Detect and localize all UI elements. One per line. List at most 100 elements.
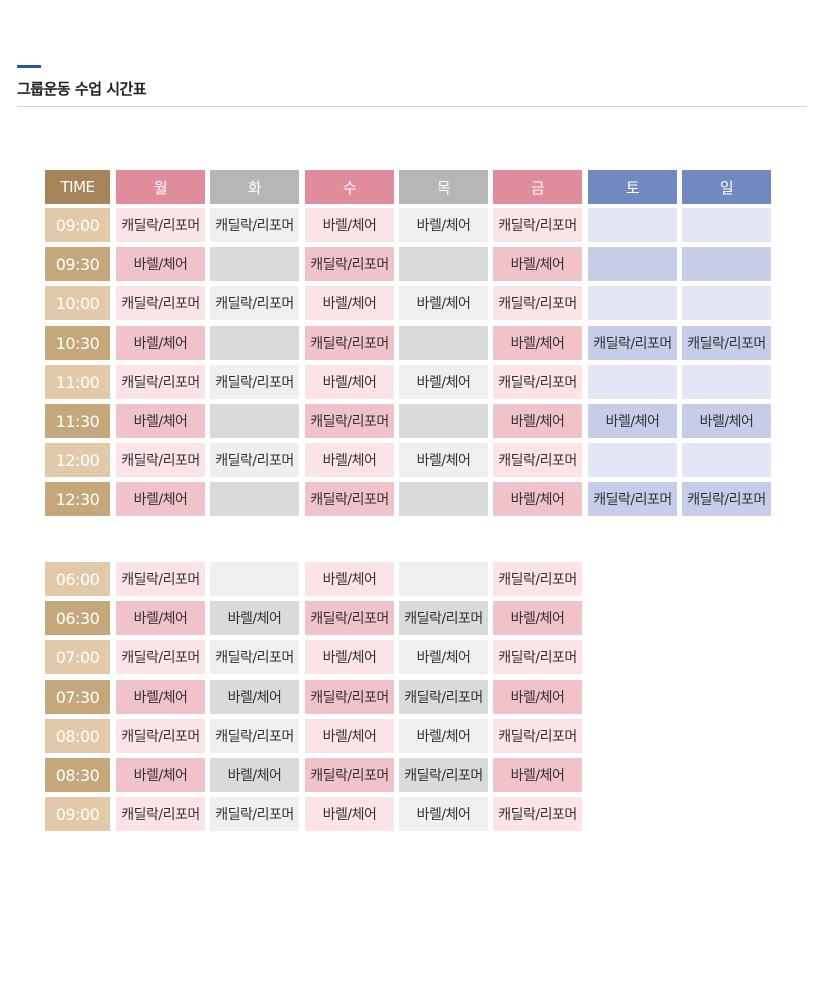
time-slot-row: 10:30 바렐/체어 캐딜락/리포머 바렐/체어 캐딜락/리포머 캐딜락/리포머 bbox=[45, 326, 771, 360]
class-cell: 캐딜락/리포머 bbox=[493, 719, 582, 753]
class-cell: 바렐/체어 bbox=[399, 365, 488, 399]
class-cell: 바렐/체어 bbox=[116, 247, 205, 281]
class-cell: 바렐/체어 bbox=[399, 719, 488, 753]
day-header: 일 bbox=[682, 170, 771, 204]
day-header: 수 bbox=[305, 170, 394, 204]
class-cell: 바렐/체어 bbox=[116, 482, 205, 516]
time-slot-label: 09:30 bbox=[45, 247, 110, 281]
time-slot-label: 06:30 bbox=[45, 601, 110, 635]
empty-class-cell bbox=[210, 482, 299, 516]
class-cell: 바렐/체어 bbox=[116, 404, 205, 438]
class-cell: 바렐/체어 bbox=[399, 640, 488, 674]
time-slot-row: 09:00 캐딜락/리포머 캐딜락/리포머 바렐/체어 바렐/체어 캐딜락/리포머 bbox=[45, 208, 771, 242]
time-slot-label: 08:00 bbox=[45, 719, 110, 753]
class-cell: 바렐/체어 bbox=[399, 208, 488, 242]
empty-class-cell bbox=[682, 247, 771, 281]
time-slot-label: 08:30 bbox=[45, 758, 110, 792]
class-cell: 바렐/체어 bbox=[116, 601, 205, 635]
time-slot-row: 09:00 캐딜락/리포머 캐딜락/리포머 바렐/체어 바렐/체어 캐딜락/리포머 bbox=[45, 797, 771, 831]
class-cell: 캐딜락/리포머 bbox=[493, 640, 582, 674]
class-cell: 바렐/체어 bbox=[210, 758, 299, 792]
empty-class-cell bbox=[682, 443, 771, 477]
empty-class-cell bbox=[210, 404, 299, 438]
time-slot-row: 11:30 바렐/체어 캐딜락/리포머 바렐/체어 바렐/체어 바렐/체어 bbox=[45, 404, 771, 438]
day-header: 월 bbox=[116, 170, 205, 204]
class-cell: 캐딜락/리포머 bbox=[305, 601, 394, 635]
class-cell: 캐딜락/리포머 bbox=[210, 286, 299, 320]
time-slot-row: 10:00 캐딜락/리포머 캐딜락/리포머 바렐/체어 바렐/체어 캐딜락/리포머 bbox=[45, 286, 771, 320]
class-cell: 캐딜락/리포머 bbox=[305, 758, 394, 792]
class-cell: 바렐/체어 bbox=[399, 797, 488, 831]
time-slot-row: 08:30 바렐/체어 바렐/체어 캐딜락/리포머 캐딜락/리포머 바렐/체어 bbox=[45, 758, 771, 792]
class-cell: 캐딜락/리포머 bbox=[116, 286, 205, 320]
class-cell: 바렐/체어 bbox=[682, 404, 771, 438]
class-cell: 바렐/체어 bbox=[305, 208, 394, 242]
class-cell: 바렐/체어 bbox=[116, 326, 205, 360]
time-slot-row: 09:30 바렐/체어 캐딜락/리포머 바렐/체어 bbox=[45, 247, 771, 281]
class-cell: 바렐/체어 bbox=[493, 680, 582, 714]
class-cell: 캐딜락/리포머 bbox=[493, 286, 582, 320]
empty-class-cell bbox=[682, 286, 771, 320]
time-slot-row: 06:30 바렐/체어 바렐/체어 캐딜락/리포머 캐딜락/리포머 바렐/체어 bbox=[45, 601, 771, 635]
class-cell: 캐딜락/리포머 bbox=[116, 797, 205, 831]
time-slot-row: 07:30 바렐/체어 바렐/체어 캐딜락/리포머 캐딜락/리포머 바렐/체어 bbox=[45, 680, 771, 714]
time-slot-label: 07:00 bbox=[45, 640, 110, 674]
time-slot-label: 10:30 bbox=[45, 326, 110, 360]
day-header: 목 bbox=[399, 170, 488, 204]
title-divider bbox=[17, 106, 807, 107]
time-slot-label: 06:00 bbox=[45, 562, 110, 596]
time-slot-label: 09:00 bbox=[45, 208, 110, 242]
class-cell: 캐딜락/리포머 bbox=[210, 208, 299, 242]
empty-class-cell bbox=[399, 562, 488, 596]
day-header: 화 bbox=[210, 170, 299, 204]
time-slot-label: 10:00 bbox=[45, 286, 110, 320]
time-column-header: TIME bbox=[45, 170, 110, 204]
time-slot-row: 06:00 캐딜락/리포머 바렐/체어 캐딜락/리포머 bbox=[45, 562, 771, 596]
time-slot-label: 12:30 bbox=[45, 482, 110, 516]
day-header: 토 bbox=[588, 170, 677, 204]
class-cell: 바렐/체어 bbox=[399, 286, 488, 320]
empty-class-cell bbox=[399, 482, 488, 516]
class-cell: 캐딜락/리포머 bbox=[210, 640, 299, 674]
class-cell: 바렐/체어 bbox=[210, 680, 299, 714]
empty-class-cell bbox=[399, 326, 488, 360]
class-cell: 캐딜락/리포머 bbox=[588, 482, 677, 516]
class-cell: 바렐/체어 bbox=[493, 601, 582, 635]
class-cell: 캐딜락/리포머 bbox=[116, 208, 205, 242]
empty-class-cell bbox=[588, 443, 677, 477]
title-accent-bar bbox=[17, 65, 41, 68]
class-cell: 바렐/체어 bbox=[305, 797, 394, 831]
class-cell: 캐딜락/리포머 bbox=[210, 719, 299, 753]
class-cell: 캐딜락/리포머 bbox=[305, 482, 394, 516]
class-cell: 바렐/체어 bbox=[305, 719, 394, 753]
empty-class-cell bbox=[399, 404, 488, 438]
class-cell: 바렐/체어 bbox=[305, 443, 394, 477]
empty-class-cell bbox=[588, 286, 677, 320]
empty-class-cell bbox=[588, 365, 677, 399]
class-cell: 캐딜락/리포머 bbox=[305, 326, 394, 360]
empty-class-cell bbox=[210, 562, 299, 596]
class-cell: 캐딜락/리포머 bbox=[682, 326, 771, 360]
class-cell: 바렐/체어 bbox=[588, 404, 677, 438]
time-slot-row: 07:00 캐딜락/리포머 캐딜락/리포머 바렐/체어 바렐/체어 캐딜락/리포머 bbox=[45, 640, 771, 674]
class-cell: 캐딜락/리포머 bbox=[305, 680, 394, 714]
class-cell: 바렐/체어 bbox=[305, 562, 394, 596]
time-slot-label: 11:00 bbox=[45, 365, 110, 399]
class-cell: 바렐/체어 bbox=[305, 365, 394, 399]
class-cell: 캐딜락/리포머 bbox=[682, 482, 771, 516]
time-slot-label: 09:00 bbox=[45, 797, 110, 831]
time-slot-row: 12:00 캐딜락/리포머 캐딜락/리포머 바렐/체어 바렐/체어 캐딜락/리포머 bbox=[45, 443, 771, 477]
class-cell: 캐딜락/리포머 bbox=[493, 208, 582, 242]
class-cell: 캐딜락/리포머 bbox=[116, 365, 205, 399]
class-cell: 캐딜락/리포머 bbox=[210, 443, 299, 477]
day-header: 금 bbox=[493, 170, 582, 204]
class-cell: 캐딜락/리포머 bbox=[493, 443, 582, 477]
class-cell: 바렐/체어 bbox=[493, 247, 582, 281]
class-cell: 캐딜락/리포머 bbox=[493, 562, 582, 596]
class-cell: 바렐/체어 bbox=[305, 640, 394, 674]
class-cell: 캐딜락/리포머 bbox=[305, 404, 394, 438]
class-cell: 캐딜락/리포머 bbox=[493, 365, 582, 399]
time-slot-row: 12:30 바렐/체어 캐딜락/리포머 바렐/체어 캐딜락/리포머 캐딜락/리포머 bbox=[45, 482, 771, 516]
class-cell: 캐딜락/리포머 bbox=[210, 365, 299, 399]
class-cell: 바렐/체어 bbox=[399, 443, 488, 477]
